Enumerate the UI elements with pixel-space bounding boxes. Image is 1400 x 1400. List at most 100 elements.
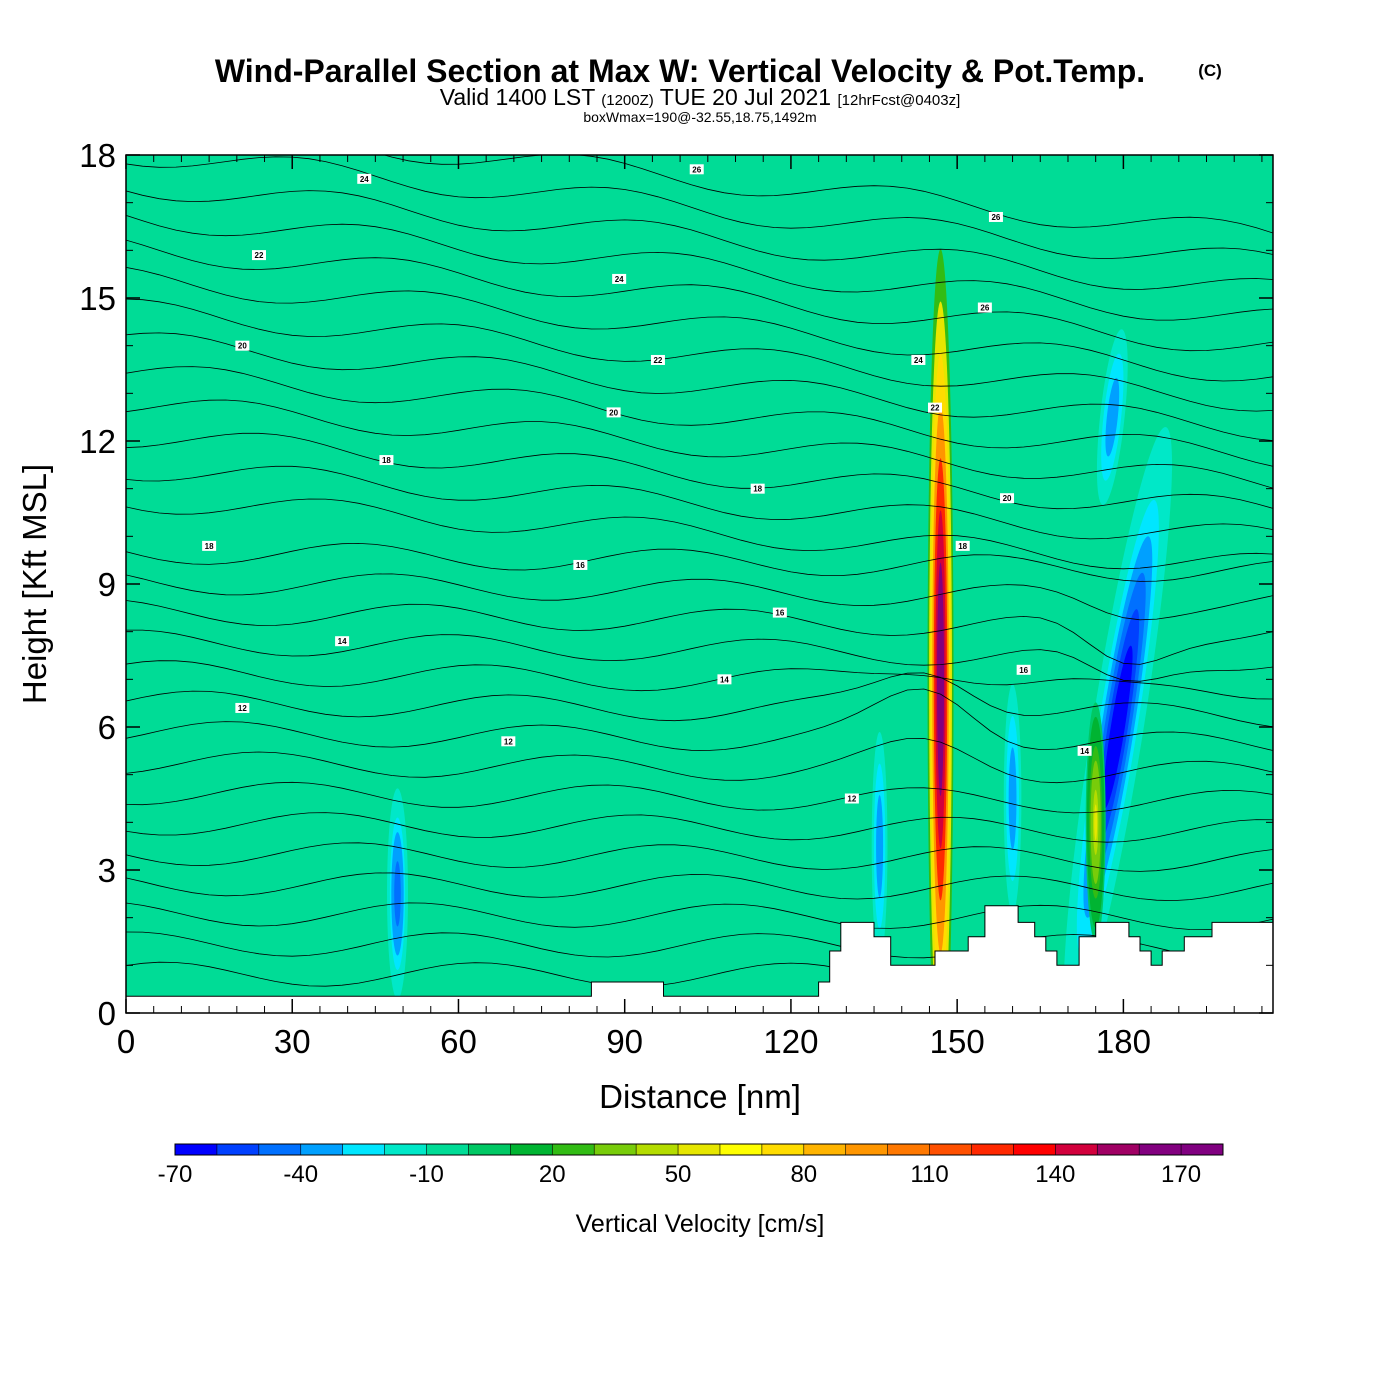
theta-contour [126, 498, 1273, 570]
theta-label: 24 [911, 354, 926, 365]
colorbar-swatch [1013, 1144, 1056, 1155]
theta-label-bg [977, 302, 992, 313]
theta-contour [126, 432, 1273, 510]
velocity-field [385, 249, 1173, 1013]
x-tick-label: 30 [274, 1023, 311, 1060]
colorbar-swatch [1097, 1144, 1140, 1155]
theta-label: 16 [772, 607, 787, 618]
colorbar-swatch [971, 1144, 1014, 1155]
velocity-level [1109, 402, 1115, 433]
theta-label-bg [573, 559, 588, 570]
theta-contour [126, 332, 1273, 441]
colorbar-swatch [552, 1144, 595, 1155]
theta-label-text: 18 [753, 485, 762, 494]
theta-contour-labels: 24 26 26 26 22 24 20 22 24 20 22 18 18 20 18 18 16 16 14 16… [202, 164, 1092, 804]
theta-label: 20 [606, 407, 621, 418]
colorbar-swatch [468, 1144, 511, 1155]
theta-label: 14 [1077, 745, 1092, 756]
colorbar-swatch [594, 1144, 637, 1155]
y-tick-label: 18 [79, 137, 116, 174]
colorbar-swatch [1139, 1144, 1182, 1155]
theta-contour [126, 156, 1273, 260]
theta-label-bg [988, 211, 1003, 222]
theta-label-bg [606, 407, 621, 418]
theta-label-text: 18 [958, 542, 967, 551]
theta-contour [126, 660, 1273, 700]
theta-label-text: 20 [238, 342, 247, 351]
theta-label-text: 16 [1019, 666, 1028, 675]
theta-label-bg [251, 250, 266, 261]
theta-label: 24 [612, 273, 627, 284]
y-axis-title: Height [Kft MSL] [16, 464, 53, 704]
theta-label-text: 24 [615, 275, 624, 284]
colorbar-label: -70 [158, 1161, 193, 1188]
theta-label-bg [844, 793, 859, 804]
theta-label-text: 14 [1080, 747, 1089, 756]
theta-label-bg [1077, 745, 1092, 756]
theta-contour [126, 902, 1273, 931]
theta-label-bg [911, 354, 926, 365]
theta-label: 22 [251, 250, 266, 261]
theta-contours [126, 155, 1273, 989]
x-tick-label: 90 [606, 1023, 643, 1060]
x-tick-label: 150 [930, 1023, 985, 1060]
x-tick-label: 0 [117, 1023, 135, 1060]
y-tick-label: 15 [79, 280, 116, 317]
theta-contour [126, 366, 1273, 467]
theta-contour [126, 399, 1273, 489]
theta-contour [126, 465, 1273, 540]
colorbar-swatch [636, 1144, 679, 1155]
theta-contour [126, 688, 1273, 751]
theta-contour [126, 672, 1273, 728]
theta-label-bg [689, 164, 704, 175]
theta-label-bg [612, 273, 627, 284]
theta-label: 24 [357, 173, 372, 184]
theta-label-text: 16 [775, 609, 784, 618]
theta-label-bg [772, 607, 787, 618]
colorbar-swatch [761, 1144, 805, 1155]
colorbar-label: 140 [1035, 1161, 1075, 1188]
theta-label: 12 [235, 702, 250, 713]
theta-label: 14 [717, 674, 732, 685]
velocity-level [938, 614, 943, 744]
colorbar: -70 -40 -10 20 50 80 110 140 170 [158, 1143, 1224, 1188]
theta-label: 18 [202, 540, 217, 551]
theta-label-text: 22 [653, 356, 662, 365]
theta-label-text: 22 [255, 251, 264, 260]
y-tick-label: 12 [79, 423, 116, 460]
colorbar-swatch [342, 1144, 386, 1155]
valid-date: TUE 20 Jul 2021 [660, 84, 831, 110]
theta-contour [126, 812, 1273, 843]
theta-label-bg [955, 540, 970, 551]
velocity-cell [927, 249, 954, 1013]
chart-title: Wind-Parallel Section at Max W: Vertical… [215, 53, 1145, 89]
theta-label-bg [650, 354, 665, 365]
colorbar-swatch [1055, 1144, 1098, 1155]
colorbar-swatch [300, 1144, 344, 1155]
theta-label-bg [235, 702, 250, 713]
theta-contour [126, 267, 1273, 382]
theta-label-text: 24 [914, 356, 923, 365]
box-wmax-info: boxWmax=190@-32.55,18.75,1492m [583, 109, 816, 125]
theta-label-bg [1016, 664, 1031, 675]
theta-label-bg [335, 636, 350, 647]
x-tick-label: 60 [440, 1023, 477, 1060]
theta-label-text: 12 [238, 704, 247, 713]
x-axis: 0 30 60 90 120 150 180 [117, 155, 1263, 1060]
theta-label-text: 26 [991, 213, 1000, 222]
colorbar-swatch [803, 1144, 847, 1155]
theta-contour [126, 737, 1273, 784]
theta-label-bg [927, 402, 942, 413]
colorbar-swatch [1181, 1144, 1224, 1155]
colorbar-swatch [384, 1144, 428, 1155]
colorbar-label: 20 [539, 1161, 566, 1188]
velocity-cell [1085, 702, 1106, 943]
theta-label: 20 [235, 340, 250, 351]
colorbar-swatch [258, 1144, 302, 1155]
colorbar-swatch [719, 1144, 763, 1155]
theta-contour [126, 931, 1273, 960]
theta-label-text: 12 [504, 737, 513, 746]
theta-label: 18 [379, 455, 394, 466]
y-tick-label: 9 [98, 566, 116, 603]
